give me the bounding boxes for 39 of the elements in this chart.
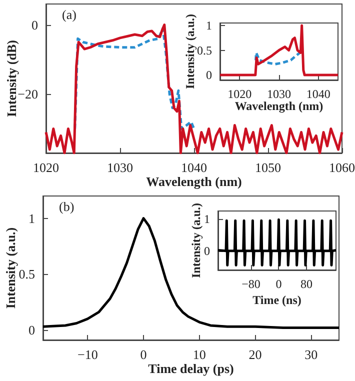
- line-series: [216, 218, 338, 266]
- x-axis-title: Wavelength (nm): [146, 174, 242, 189]
- y-tick-label: 0: [206, 68, 212, 82]
- x-axis-title: Time (ns): [252, 293, 302, 307]
- y-tick-label: 0: [28, 322, 35, 338]
- y-tick-label: 0: [32, 17, 38, 32]
- x-tick-label: 30: [304, 347, 318, 362]
- x-tick-label: 1030: [107, 160, 133, 175]
- x-tick-label: 0: [140, 347, 147, 362]
- y-axis-title: Intensity (a.u.): [3, 227, 18, 309]
- y-tick-label: 1: [206, 18, 212, 32]
- x-tick-label: 20: [248, 347, 262, 362]
- x-axis-title: Time delay (ps): [148, 361, 234, 376]
- line-series: [218, 24, 340, 76]
- y-tick-label: 0: [204, 244, 210, 258]
- annotation: (a): [62, 7, 76, 22]
- x-tick-label: −80: [242, 277, 260, 291]
- y-tick-label: 1: [204, 212, 210, 226]
- y-tick-label: −20: [18, 86, 38, 102]
- y-axis-title: Intensity (a.u.): [189, 202, 203, 278]
- annotation: (b): [59, 199, 74, 214]
- x-tick-label: −10: [78, 347, 98, 362]
- x-tick-label: 1060: [329, 160, 355, 175]
- y-axis-title: Intensity (dB): [4, 40, 19, 117]
- x-tick-label: 1020: [33, 160, 59, 175]
- x-tick-label: 0: [276, 277, 282, 291]
- x-tick-label: 1020: [228, 87, 252, 101]
- x-tick-label: 1030: [267, 87, 291, 101]
- x-tick-label: 1050: [255, 160, 281, 175]
- line-series: [254, 51, 302, 66]
- x-axis-title: Wavelength (nm): [234, 99, 324, 113]
- x-tick-label: 10: [192, 347, 206, 362]
- y-tick-label: 0.5: [197, 43, 212, 58]
- y-tick-label: 0.5: [18, 266, 35, 282]
- y-axis-title: Intensity (a.u.): [183, 14, 197, 90]
- x-tick-label: 1040: [181, 160, 207, 175]
- y-tick-label: 1: [28, 210, 35, 226]
- x-tick-label: 80: [300, 277, 312, 291]
- x-tick-label: 1040: [306, 87, 330, 101]
